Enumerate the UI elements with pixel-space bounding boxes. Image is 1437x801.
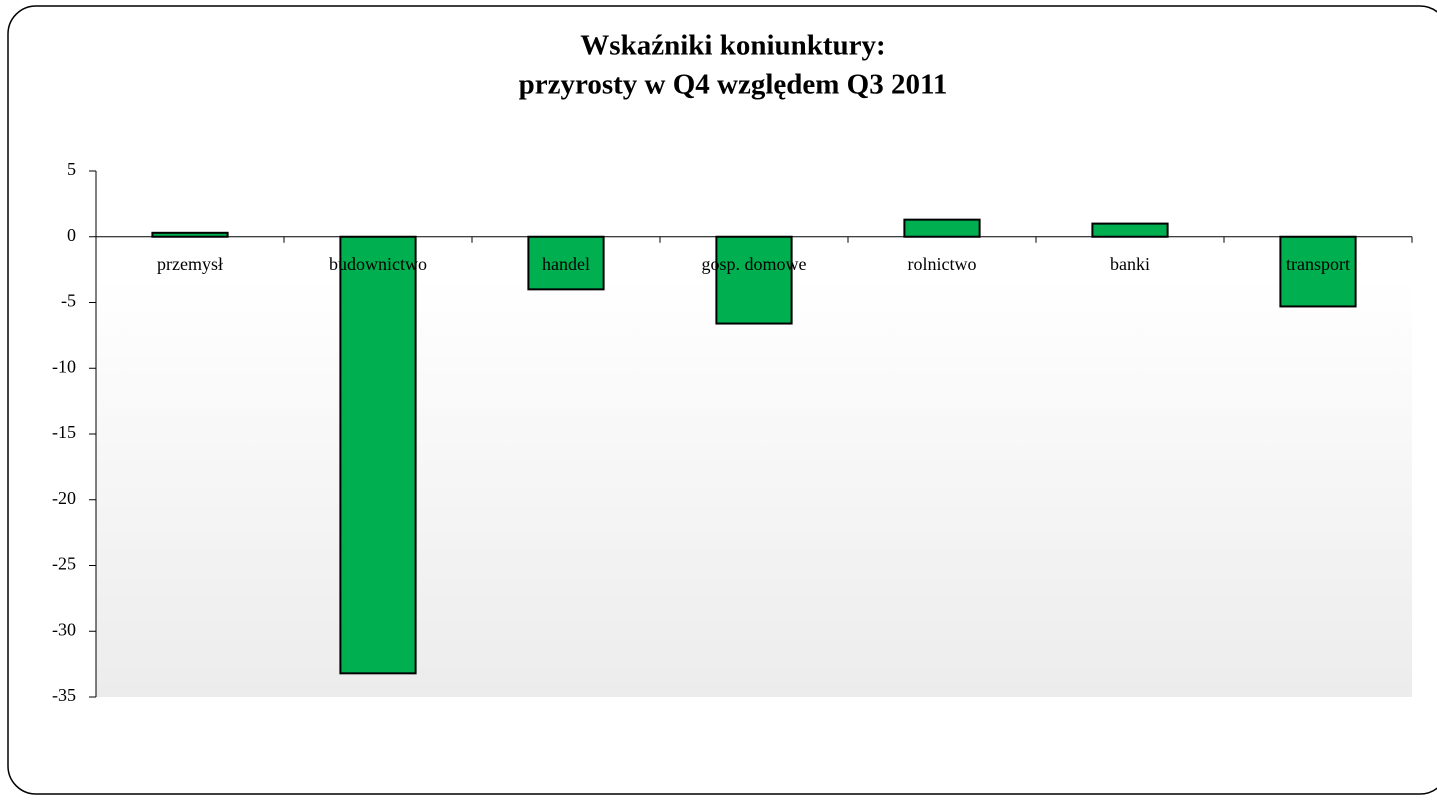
y-tick-label: -25 (52, 554, 76, 574)
y-tick-label: -30 (52, 619, 76, 639)
x-tick-label: budownictwo (329, 254, 427, 274)
chart-title: Wskaźniki koniunktury: (580, 30, 885, 62)
bar (527, 235, 605, 291)
bar (151, 231, 229, 238)
x-tick-label: rolnictwo (908, 254, 977, 274)
y-tick-label: -35 (52, 685, 76, 705)
chart-title: przyrosty w Q4 względem Q3 2011 (519, 69, 948, 101)
x-tick-label: transport (1286, 254, 1350, 274)
bar (339, 235, 417, 675)
bar (903, 218, 981, 238)
x-tick-label: przemysł (157, 254, 223, 274)
x-tick-label: banki (1110, 254, 1150, 274)
bar (1091, 222, 1169, 238)
x-tick-label: handel (542, 254, 590, 274)
y-tick-label: -20 (52, 488, 76, 508)
y-tick-label: -15 (52, 422, 76, 442)
bar (1279, 235, 1357, 308)
x-tick-label: gosp. domowe (702, 254, 807, 274)
y-tick-label: 0 (67, 225, 76, 245)
y-tick-label: -5 (61, 291, 76, 311)
y-tick-label: -10 (52, 356, 76, 376)
y-tick-label: 5 (67, 159, 76, 179)
bar (715, 235, 793, 325)
